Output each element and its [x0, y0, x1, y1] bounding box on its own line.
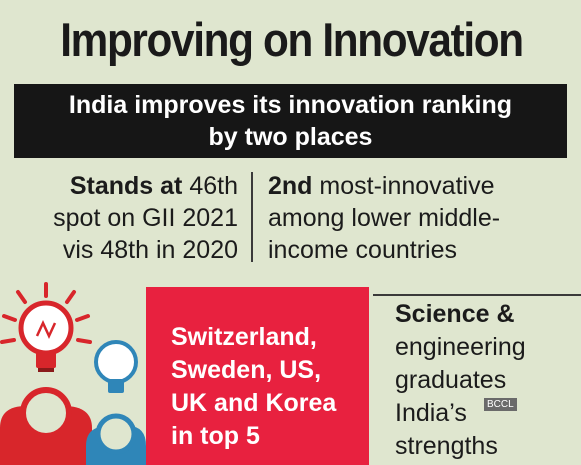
strengths-line-5: strengths — [395, 432, 498, 460]
group-rank-stat: 2nd most-innovative among lower middle- … — [268, 170, 568, 266]
person-icon — [86, 413, 146, 465]
group-rank-bold: 2nd — [268, 172, 313, 200]
group-rank-line-3: income countries — [268, 236, 457, 264]
column-divider — [251, 172, 253, 262]
top5-callout: Switzerland, Sweden, US, UK and Korea in… — [146, 287, 369, 465]
ranking-stat-line-2: spot on GII 2021 — [53, 204, 238, 232]
ranking-stat-line-1: Stands at 46th — [0, 170, 238, 202]
ranking-stat: Stands at 46th spot on GII 2021 vis 48th… — [0, 170, 238, 266]
headline: Improving on Innovation — [60, 13, 524, 66]
banner-line-1: India improves its innovation ranking — [68, 91, 513, 119]
banner-line-2: by two places — [208, 123, 373, 151]
group-rank-line-1: 2nd most-innovative — [268, 170, 568, 202]
strengths-line-3: graduates — [395, 366, 507, 394]
group-rank-rest: most-innovative — [312, 172, 495, 200]
group-rank-line-2: among lower middle- — [268, 204, 501, 232]
light-bulb-icon — [94, 340, 138, 393]
headline-banner: India improves its innovation ranking by… — [14, 84, 567, 158]
top5-line-4: in top 5 — [171, 422, 260, 450]
strengths-line-2: engineering — [395, 333, 526, 361]
strengths-bold: Science & — [395, 300, 515, 328]
ranking-stat-bold: Stands at — [69, 172, 183, 200]
strengths-line-4: India’s — [395, 399, 467, 427]
person-icon — [0, 387, 92, 465]
top5-line-3: UK and Korea — [171, 389, 337, 417]
top5-line-1: Switzerland, — [171, 323, 317, 351]
ranking-stat-rank: 46th — [182, 172, 238, 200]
innovation-illustration — [0, 282, 146, 465]
strengths-text: Science & engineering graduates India’s … — [395, 298, 575, 463]
section-divider — [373, 294, 581, 296]
light-bulb-icon — [0, 282, 92, 372]
top5-line-2: Sweden, US, — [171, 356, 322, 384]
watermark: BCCL — [484, 398, 517, 411]
ranking-stat-line-3: vis 48th in 2020 — [62, 236, 238, 264]
